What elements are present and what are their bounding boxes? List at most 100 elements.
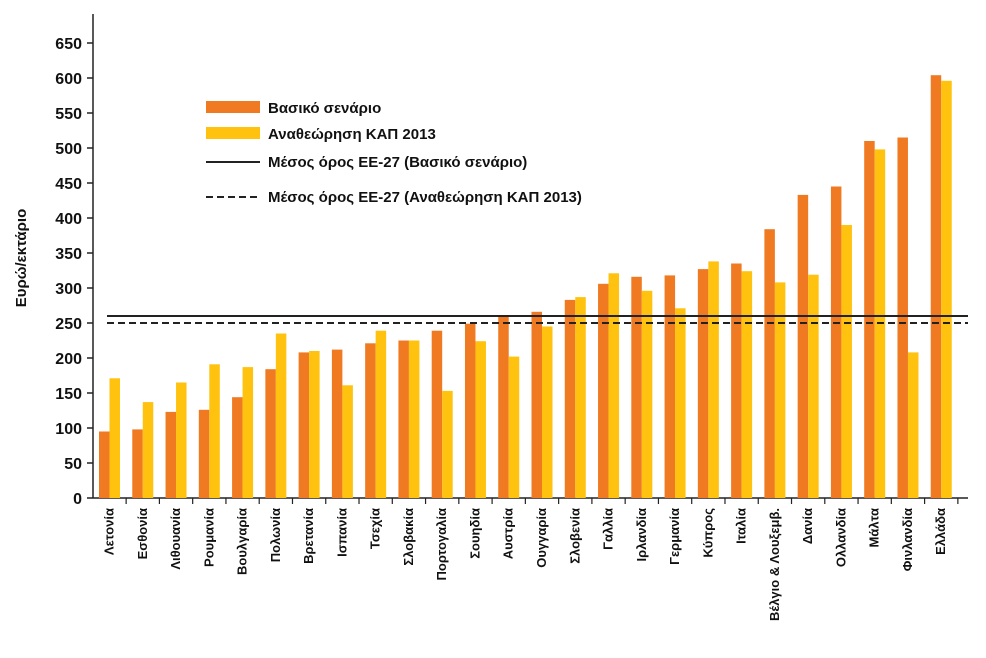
bar-cap-reform xyxy=(542,326,553,498)
y-tick-label: 600 xyxy=(55,71,82,88)
bar-cap-reform xyxy=(309,351,320,498)
bar-baseline xyxy=(365,343,376,498)
bar-baseline xyxy=(598,283,609,498)
bar-baseline xyxy=(930,75,942,498)
bar-baseline xyxy=(331,349,343,498)
legend-swatch xyxy=(206,101,260,113)
y-tick-label: 650 xyxy=(55,36,82,53)
bar-cap-reform xyxy=(176,382,187,498)
bar-cap-reform xyxy=(475,341,486,498)
x-tick-label: Ουγγαρία xyxy=(534,508,549,568)
x-tick-label: Μάλτα xyxy=(867,508,882,547)
bar-cap-reform xyxy=(142,402,154,498)
bar-cap-reform xyxy=(774,282,786,498)
x-tick-label: Εσθονία xyxy=(135,508,150,559)
bar-cap-reform xyxy=(442,390,453,498)
y-axis: 0 50 100 150 200 250 300 350 400 450 500 550 600 650 xyxy=(55,14,968,508)
bar-baseline xyxy=(797,194,809,498)
x-tick-label: Λιθουανία xyxy=(168,508,183,570)
bar-baseline xyxy=(431,330,443,498)
bar-cap-reform xyxy=(741,271,753,498)
bar-baseline xyxy=(498,315,509,498)
bar-baseline xyxy=(99,431,110,498)
legend: Βασικό σενάριο Αναθεώρηση ΚΑΠ 2013 Μέσος ό… xyxy=(206,100,582,206)
bar-baseline xyxy=(198,409,210,498)
reference-lines xyxy=(107,315,968,324)
y-tick-label: 300 xyxy=(55,281,82,298)
bar-baseline xyxy=(132,429,143,498)
bar-baseline xyxy=(697,269,709,498)
x-tick-label: Βέλγιο & Λουξεμβ. xyxy=(767,508,782,621)
x-tick-label: Ισπανία xyxy=(334,508,349,557)
y-tick-label: 200 xyxy=(55,351,82,368)
bar-cap-reform xyxy=(275,333,287,498)
y-tick-label: 100 xyxy=(55,421,82,438)
y-tick-label: 550 xyxy=(55,106,82,123)
y-tick-label: 150 xyxy=(55,386,82,403)
bar-cap-reform xyxy=(575,297,586,498)
x-tick-label: Σουηδία xyxy=(467,508,482,559)
y-tick-label: 50 xyxy=(64,456,82,473)
bar-baseline xyxy=(564,299,576,498)
bar-cap-reform xyxy=(242,367,254,498)
x-tick-label: Φινλανδία xyxy=(900,508,915,571)
bar-baseline xyxy=(864,141,875,498)
y-tick-label: 250 xyxy=(55,316,82,333)
bar-cap-reform xyxy=(375,330,387,498)
x-tick-label: Σλοβακία xyxy=(401,508,416,566)
legend-label: Μέσος όρος ΕΕ-27 (Αναθεώρηση ΚΑΠ 2013) xyxy=(268,189,582,206)
bar-cap-reform xyxy=(508,356,520,498)
y-axis-label: Ευρώ/εκτάριο xyxy=(13,209,30,307)
bar-cap-reform xyxy=(808,274,819,498)
y-tick-label: 0 xyxy=(73,491,82,508)
bar-cap-reform xyxy=(941,80,952,499)
x-tick-label: Βουλγαρία xyxy=(235,508,250,575)
legend-label: Βασικό σενάριο xyxy=(268,100,381,117)
bar-cap-reform xyxy=(342,385,353,498)
y-tick-label: 350 xyxy=(55,246,82,263)
legend-label: Αναθεώρηση ΚΑΠ 2013 xyxy=(268,126,436,143)
bar-baseline xyxy=(165,411,177,498)
x-tick-label: Βρετανία xyxy=(301,508,316,564)
bar-cap-reform xyxy=(209,364,220,498)
bar-cap-reform xyxy=(708,261,719,498)
y-tick-label: 400 xyxy=(55,211,82,228)
x-tick-label: Γερμανία xyxy=(667,508,682,565)
bar-cap-reform xyxy=(675,308,686,498)
x-tick-label: Ολλανδία xyxy=(833,508,848,567)
bar-cap-reform xyxy=(608,273,620,498)
bar-baseline xyxy=(731,263,742,498)
x-tick-label: Λετονία xyxy=(102,508,117,555)
y-tick-label: 450 xyxy=(55,176,82,193)
x-tick-label: Κύπρος xyxy=(700,508,715,558)
legend-label: Μέσος όρος ΕΕ-27 (Βασικό σενάριο) xyxy=(268,154,527,171)
y-tick-label: 500 xyxy=(55,141,82,158)
bar-baseline xyxy=(464,323,476,498)
x-tick-label: Πορτογαλία xyxy=(434,508,449,580)
x-axis-labels: Λετονία Εσθονία Λιθουανία Ρουμανία Βουλγαρία… xyxy=(102,498,959,621)
bar-baseline xyxy=(298,352,310,498)
bar-baseline xyxy=(232,397,243,498)
x-tick-label: Γαλλία xyxy=(601,508,616,550)
bar-baseline xyxy=(897,137,908,498)
bar-baseline xyxy=(664,275,676,498)
x-tick-label: Σλοβενία xyxy=(567,508,582,564)
x-tick-label: Τσεχία xyxy=(368,508,383,549)
x-tick-label: Ρουμανία xyxy=(201,508,216,567)
bar-cap-reform xyxy=(408,340,420,498)
bar-cap-reform xyxy=(841,225,852,498)
bar-baseline xyxy=(830,186,842,498)
bar-cap-reform xyxy=(109,378,120,498)
x-tick-label: Δανία xyxy=(800,508,815,544)
x-tick-label: Ελλάδα xyxy=(933,508,948,555)
x-tick-label: Πολωνία xyxy=(268,508,283,562)
bar-baseline xyxy=(265,369,276,498)
bar-cap-reform xyxy=(641,290,653,498)
x-tick-label: Αυστρία xyxy=(501,508,516,559)
bar-cap-reform xyxy=(907,352,919,498)
legend-swatch xyxy=(206,127,260,139)
bar-baseline xyxy=(764,229,775,498)
bar-baseline xyxy=(531,311,542,498)
x-tick-label: Ιρλανδία xyxy=(634,508,649,561)
